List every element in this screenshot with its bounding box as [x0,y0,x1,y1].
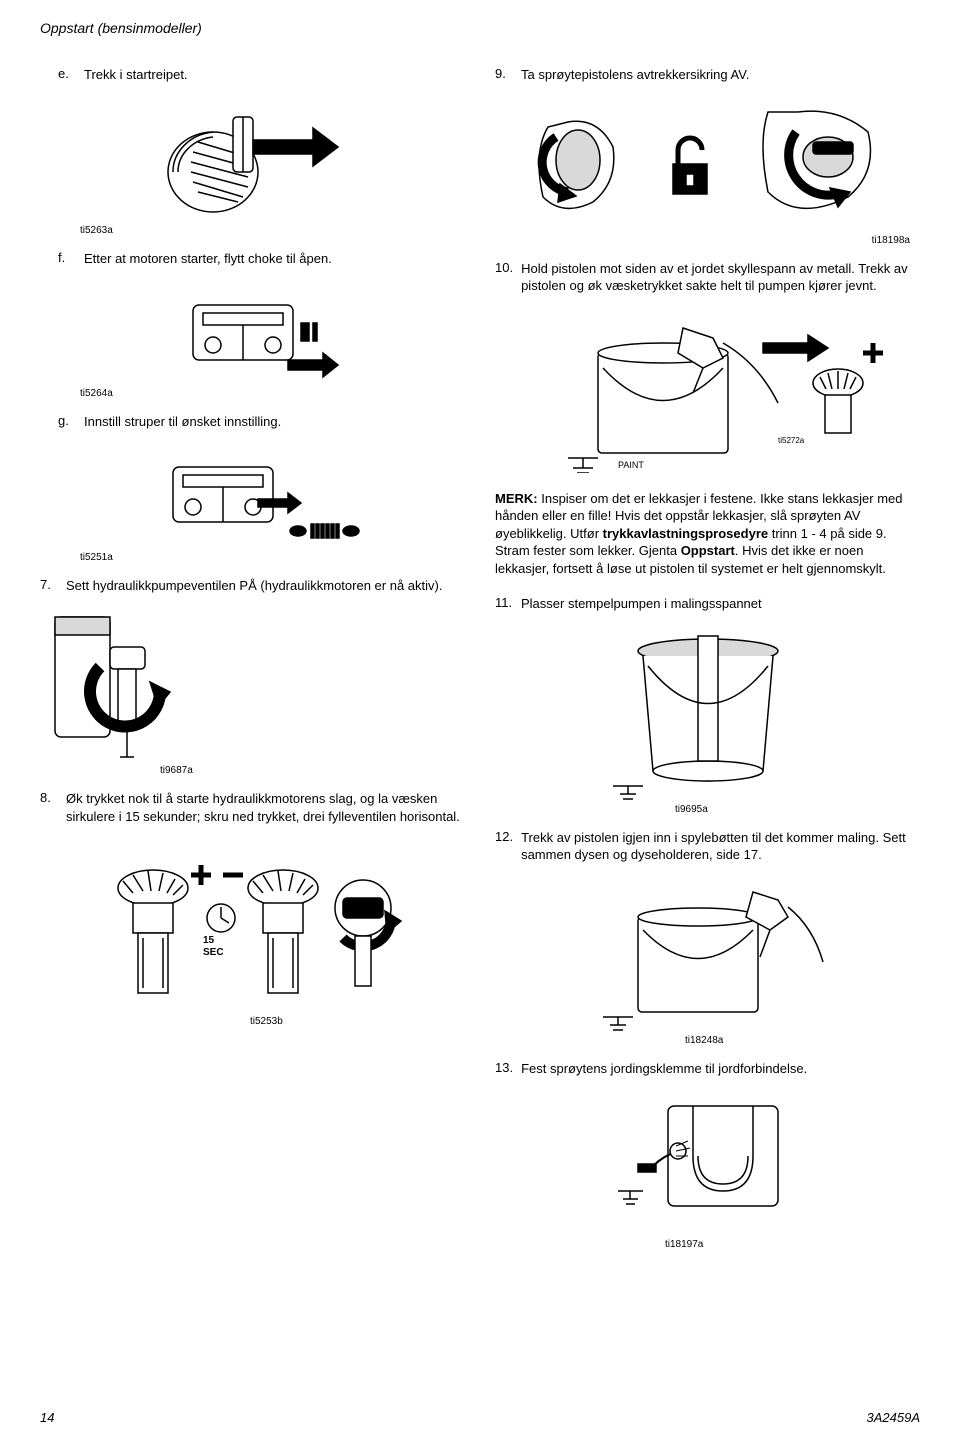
step-7: 7. Sett hydraulikkpumpeventilen PÅ (hydr… [40,577,465,595]
content-columns: e. Trekk i startreipet. ti5263a [40,66,920,1264]
figure-e-id: ti5263a [80,225,465,236]
figure-13-id: ti18197a [665,1239,920,1250]
figure-g-id: ti5251a [80,552,465,563]
step-9: 9. Ta sprøytepistolens avtrekkersikring … [495,66,920,84]
figure-9-id: ti18198a [495,235,910,246]
step-f: f. Etter at motoren starter, flytt choke… [58,250,465,268]
figure-12-id: ti18248a [685,1035,920,1046]
page-header-title: Oppstart (bensinmodeller) [40,20,920,36]
step-g: g. Innstill struper til ønsket innstilli… [58,413,465,431]
right-column: 9. Ta sprøytepistolens avtrekkersikring … [495,66,920,1264]
step-10-text: Hold pistolen mot siden av et jordet sky… [521,260,920,295]
note-bold2: trykkavlastningsprosedyre [603,526,768,541]
figure-11: ti9695a [495,631,920,815]
step-13-marker: 13. [495,1060,513,1078]
step-7-text: Sett hydraulikkpumpeventilen PÅ (hydraul… [66,577,465,595]
page-footer: 14 3A2459A [40,1410,920,1425]
step-13: 13. Fest sprøytens jordingsklemme til jo… [495,1060,920,1078]
figure-g: ti5251a [40,449,465,563]
step-10-marker: 10. [495,260,513,295]
figure-10-id: ti5272a [778,436,805,445]
step-10: 10. Hold pistolen mot siden av et jordet… [495,260,920,295]
figure-7: ti9687a [50,612,465,776]
step-11: 11. Plasser stempelpumpen i malingsspann… [495,595,920,613]
step-e: e. Trekk i startreipet. [58,66,465,84]
figure-8: 15 SEC ti5253b [40,843,465,1027]
figure-f: ti5264a [40,285,465,399]
sec-label-15: 15 [203,935,215,946]
step-e-text: Trekk i startreipet. [84,66,465,84]
figure-7-id: ti9687a [160,765,465,776]
figure-10: PAINT ti5272a [495,313,920,476]
figure-13: ti18197a [495,1096,920,1250]
left-column: e. Trekk i startreipet. ti5263a [40,66,465,1264]
footer-page-number: 14 [40,1410,54,1425]
figure-9: ti18198a [495,102,920,246]
footer-doc-id: 3A2459A [867,1410,921,1425]
figure-12: ti18248a [495,882,920,1046]
step-11-marker: 11. [495,595,513,613]
note-bold3: Oppstart [681,543,735,558]
step-12: 12. Trekk av pistolen igjen inn i spyleb… [495,829,920,864]
step-12-marker: 12. [495,829,513,864]
paint-label: PAINT [618,460,644,470]
step-8: 8. Øk trykket nok til å starte hydraulik… [40,790,465,825]
step-g-marker: g. [58,413,76,431]
step-8-text: Øk trykket nok til å starte hydraulikkmo… [66,790,465,825]
step-13-text: Fest sprøytens jordingsklemme til jordfo… [521,1060,920,1078]
note-bold: MERK: [495,491,538,506]
step-11-text: Plasser stempelpumpen i malingsspannet [521,595,920,613]
note-block: MERK: Inspiser om det er lekkasjer i fes… [495,490,920,578]
step-7-marker: 7. [40,577,58,595]
figure-e: ti5263a [40,102,465,236]
step-f-text: Etter at motoren starter, flytt choke ti… [84,250,465,268]
step-9-text: Ta sprøytepistolens avtrekkersikring AV. [521,66,920,84]
step-12-text: Trekk av pistolen igjen inn i spylebøtte… [521,829,920,864]
step-f-marker: f. [58,250,76,268]
figure-8-id: ti5253b [250,1016,465,1027]
step-8-marker: 8. [40,790,58,825]
figure-11-id: ti9695a [675,804,920,815]
step-e-marker: e. [58,66,76,84]
figure-f-id: ti5264a [80,388,465,399]
sec-label-sec: SEC [203,947,224,958]
step-g-text: Innstill struper til ønsket innstilling. [84,413,465,431]
step-9-marker: 9. [495,66,513,84]
